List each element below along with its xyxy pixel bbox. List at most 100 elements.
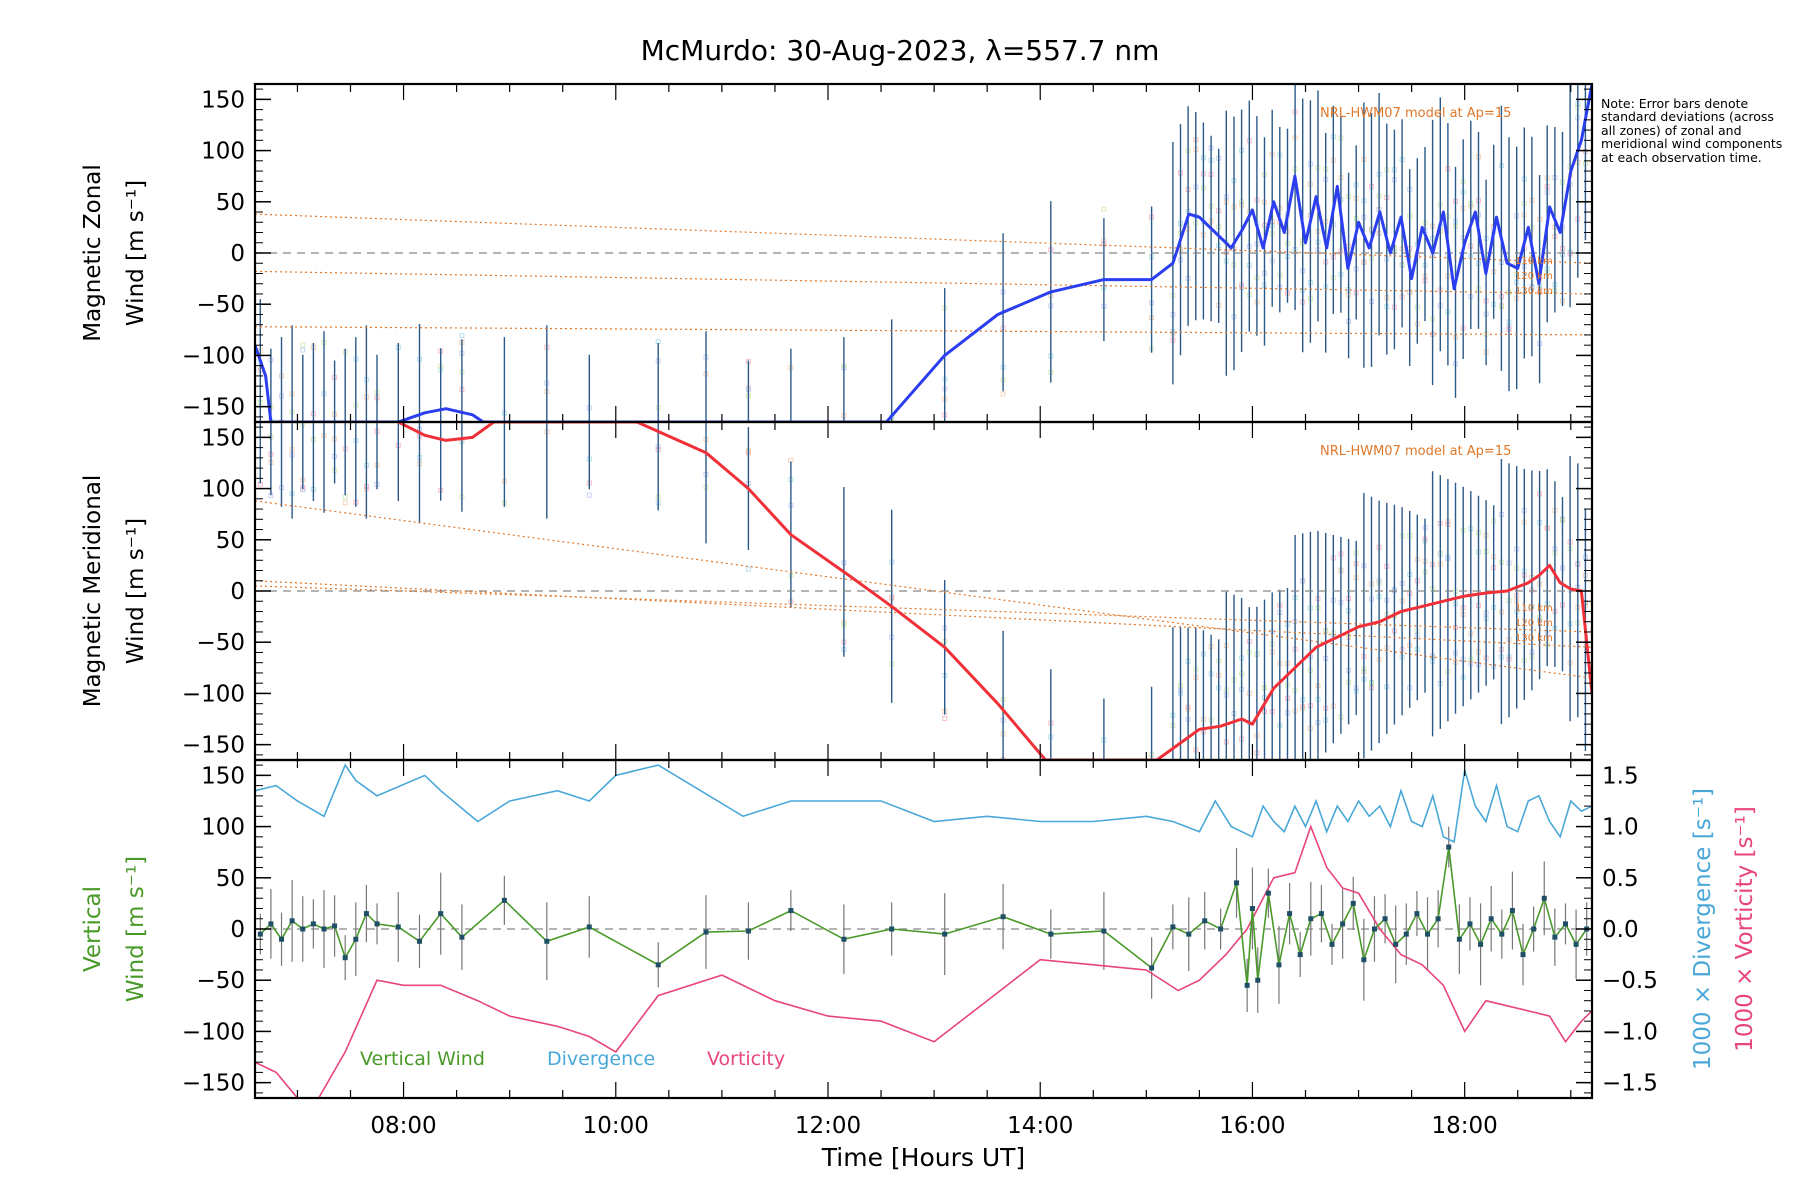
meridional-zone-point — [1179, 794, 1183, 798]
zonal-zone-point — [890, 487, 894, 491]
vertical-wind-point — [1218, 926, 1224, 932]
zonal-zone-point — [300, 347, 306, 353]
vertical-wind-point — [1249, 906, 1255, 912]
zonal-zone-point — [890, 485, 894, 489]
vertical-wind-point — [1308, 916, 1314, 922]
vertical-y2tick-label: −1.5 — [1602, 1071, 1658, 1097]
vertical-ytick-label: −50 — [196, 968, 245, 994]
vertical-wind-point — [363, 911, 369, 917]
meridional-zone-point — [1171, 809, 1175, 813]
zonal-zone-point — [890, 450, 894, 454]
vertical-wind-point — [310, 921, 316, 927]
meridional-zone-point — [1209, 797, 1213, 801]
legend-divergence: Divergence — [547, 1048, 655, 1070]
vertical-plot-area — [255, 763, 1592, 1098]
meridional-zone-point — [1255, 773, 1259, 777]
vertical-ylabel-line1: Vertical — [80, 886, 106, 972]
vertical-wind-point — [289, 918, 295, 924]
vertical-wind-point — [1287, 911, 1293, 917]
vertical-ytick-label: 150 — [201, 763, 245, 789]
vertical-ytick-label: 0 — [230, 917, 245, 943]
vertical-wind-point — [942, 931, 948, 937]
xtick-label: 12:00 — [795, 1113, 861, 1139]
zonal-model-line-1 — [255, 213, 1592, 264]
vertical-wind-point — [1414, 911, 1420, 917]
vertical-wind-point — [1520, 952, 1526, 958]
zonal-zone-point — [587, 501, 591, 505]
meridional-ytick-label: −100 — [182, 681, 245, 707]
meridional-zone-point — [1049, 793, 1053, 797]
meridional-zone-point — [745, 566, 751, 572]
xtick-label: 08:00 — [370, 1113, 436, 1139]
vertical-wind-point — [1425, 931, 1431, 937]
zonal-model-line-3 — [255, 326, 1592, 336]
meridional-zone-point — [1102, 774, 1106, 778]
zonal-model-alt-label: 130 km — [1515, 286, 1553, 297]
meridional-ylabel-line2: Wind [m s⁻¹] — [123, 518, 149, 664]
vertical-wind-point — [1244, 982, 1250, 988]
zonal-model-label: NRL-HWM07 model at Ap=15 — [1320, 106, 1511, 121]
zonal-zone-point — [1101, 206, 1107, 212]
vertical-wind-point — [1318, 911, 1324, 917]
meridional-ytick-label: −150 — [182, 733, 245, 759]
meridional-zone-point — [1232, 768, 1236, 772]
vorticity-line — [255, 824, 1592, 1098]
vertical-y2tick-label: 0.5 — [1602, 866, 1639, 892]
meridional-zone-point — [1201, 801, 1205, 805]
meridional-model-line-2 — [255, 585, 1592, 633]
vertical-ytick-label: 50 — [216, 866, 245, 892]
meridional-zone-point — [1001, 766, 1005, 770]
vertical-wind-point — [300, 926, 306, 932]
vertical-wind-point — [1101, 928, 1107, 934]
vertical-wind-point — [1265, 890, 1271, 896]
vertical-wind-point — [1541, 895, 1547, 901]
vertical-wind-point — [1371, 926, 1377, 932]
zonal-error-bars — [259, 84, 1587, 422]
vertical-wind-point — [279, 936, 285, 942]
vertical-wind-point — [889, 926, 895, 932]
meridional-zone-point — [1247, 772, 1251, 776]
x-axis: 08:00 10:00 12:00 14:00 16:00 18:00 Time [Hour… — [370, 1113, 1497, 1172]
meridional-zone-point — [1278, 762, 1282, 766]
vertical-wind-point — [257, 931, 263, 937]
vertical-wind-point — [459, 934, 465, 940]
meridional-zone-point — [1194, 761, 1198, 765]
meridional-zone-point — [1263, 778, 1267, 782]
vertical-wind-point — [1234, 880, 1240, 886]
vertical-wind-point — [332, 923, 338, 929]
vertical-wind-point — [353, 936, 359, 942]
vertical-wind-point — [745, 928, 751, 934]
vertical-y2tick-label: −1.0 — [1602, 1019, 1658, 1045]
meridional-zone-point — [342, 494, 348, 500]
meridional-zone-point — [1217, 798, 1221, 802]
chart-title: McMurdo: 30-Aug-2023, λ=557.7 nm — [641, 34, 1160, 67]
vertical-ylabel-line2: Wind [m s⁻¹] — [123, 856, 149, 1002]
vertical-wind-point — [1488, 916, 1494, 922]
meridional-ytick-label: 100 — [201, 477, 245, 503]
zonal-ylabel-line1: Magnetic Zonal — [80, 164, 106, 342]
vertical-wind-point — [1467, 921, 1473, 927]
vertical-wind-point — [1350, 900, 1356, 906]
vertical-panel: −150 −100 −50 0 50 100 150 Vertical Wind [m s⁻¹]… — [80, 758, 1758, 1100]
meridional-zone-point — [1201, 768, 1205, 772]
zonal-zone-point — [1000, 391, 1006, 397]
xtick-label: 18:00 — [1432, 1113, 1498, 1139]
zonal-zone-point — [1583, 46, 1587, 50]
vertical-wind-point — [1562, 921, 1568, 927]
vertical-wind-point — [501, 897, 507, 903]
vertical-wind-point — [1297, 952, 1303, 958]
meridional-zone-point — [1049, 761, 1053, 765]
zonal-ytick-label: −150 — [182, 395, 245, 421]
meridional-zone-point — [1217, 784, 1221, 788]
vertical-wind-point — [438, 911, 444, 917]
vertical-ytick-label: 100 — [201, 815, 245, 841]
meridional-zone-point — [1179, 769, 1183, 773]
vertical-wind-point — [1048, 931, 1054, 937]
vertical-y2tick-label: 0.0 — [1602, 917, 1639, 943]
zonal-ytick-label: −50 — [196, 292, 245, 318]
meridional-model-line-3 — [255, 500, 1592, 679]
vertical-wind-point — [342, 955, 348, 961]
meridional-zone-point — [942, 716, 948, 721]
zonal-zone-point — [842, 478, 846, 482]
